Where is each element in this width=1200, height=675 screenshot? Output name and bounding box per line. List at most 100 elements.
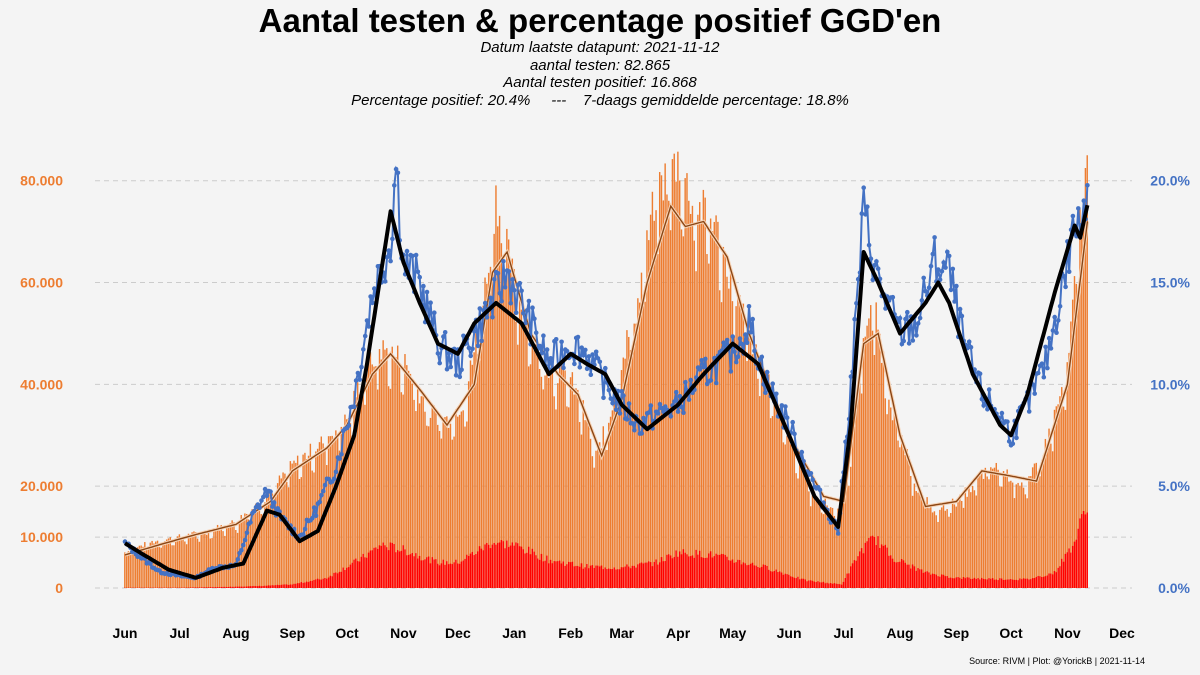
bar-tests — [940, 507, 943, 588]
bar-tests — [951, 498, 954, 588]
bar-tests — [487, 272, 490, 588]
bar-tests — [964, 487, 967, 588]
bar-positive — [991, 578, 994, 588]
bar-positive — [957, 577, 959, 588]
bar-positive — [644, 562, 646, 588]
bar-positive — [447, 564, 450, 588]
bar-positive — [464, 558, 466, 588]
pct-point — [357, 377, 363, 382]
bar-tests — [495, 185, 497, 589]
bar-tests — [768, 374, 770, 588]
bar-positive — [591, 565, 594, 588]
pct-point — [868, 256, 874, 262]
bar-tests — [813, 491, 816, 588]
bar-positive — [831, 583, 834, 588]
bar-tests — [715, 215, 717, 588]
bar-tests — [413, 399, 415, 588]
bar-positive — [295, 583, 297, 588]
bar-positive — [735, 562, 737, 588]
pct-point — [915, 321, 921, 326]
bar-tests — [522, 323, 524, 588]
bar-tests — [396, 345, 399, 588]
pct-point — [950, 266, 956, 272]
bar-positive — [245, 586, 248, 588]
bar-tests — [673, 153, 675, 588]
bar-tests — [877, 329, 879, 588]
bar-positive — [580, 563, 583, 588]
bar-tests — [444, 417, 446, 588]
bar-positive — [973, 577, 976, 588]
pct-point — [370, 300, 375, 306]
bar-tests — [759, 396, 761, 588]
bar-positive — [316, 578, 319, 588]
bar-positive — [220, 586, 222, 588]
bar-tests — [879, 333, 881, 588]
bar-positive — [946, 576, 948, 588]
bar-tests — [398, 364, 401, 588]
bar-tests — [762, 373, 765, 588]
pct-point — [448, 364, 454, 370]
pct-point — [362, 333, 368, 339]
bar-tests — [1006, 469, 1008, 588]
bar-positive — [329, 575, 332, 588]
bar-tests — [870, 305, 872, 588]
bar-positive — [1006, 579, 1008, 588]
pct-point — [251, 508, 257, 514]
pct-point — [1048, 346, 1054, 351]
bar-positive — [773, 570, 776, 588]
pct-point — [1045, 365, 1050, 371]
bar-positive — [286, 584, 288, 588]
bar-tests — [1046, 446, 1048, 588]
bar-tests — [860, 393, 863, 588]
pct-point — [517, 280, 523, 286]
bar-tests — [970, 492, 972, 588]
y-right-tick-label: 0.0% — [1158, 580, 1190, 596]
bar-tests — [435, 412, 437, 588]
bar-positive — [802, 578, 805, 588]
bar-tests — [222, 531, 224, 588]
pct-point — [270, 504, 275, 509]
bar-positive — [477, 551, 479, 588]
bar-positive — [791, 576, 794, 588]
bar-positive — [1044, 576, 1047, 588]
bar-positive — [715, 553, 717, 588]
bar-positive — [864, 542, 866, 588]
bar-tests — [440, 438, 443, 588]
pct-point — [943, 265, 948, 270]
bar-tests — [378, 349, 381, 588]
bar-positive — [513, 545, 515, 588]
bar-positive — [198, 587, 201, 588]
bar-positive — [882, 545, 885, 588]
pct-point — [1050, 328, 1056, 333]
bar-positive — [658, 562, 661, 588]
pct-point — [701, 364, 706, 370]
bar-positive — [673, 556, 675, 588]
bar-positive — [507, 547, 510, 588]
bar-tests — [176, 536, 179, 588]
bar-tests — [562, 364, 564, 588]
pct-point — [395, 170, 401, 176]
bar-tests — [389, 388, 392, 588]
pct-point — [945, 249, 950, 255]
bar-positive — [606, 569, 608, 588]
bar-positive — [626, 564, 628, 588]
bar-positive — [520, 546, 523, 588]
bar-positive — [216, 587, 219, 588]
bar-positive — [1062, 561, 1065, 588]
pct-point — [866, 242, 872, 248]
pct-point — [681, 410, 686, 416]
bar-tests — [957, 502, 959, 588]
bar-tests — [864, 336, 866, 588]
pct-point — [901, 338, 906, 344]
bar-tests — [746, 361, 748, 588]
bar-positive — [942, 574, 945, 588]
x-tick-label: Dec — [1109, 625, 1135, 641]
bar-positive — [524, 553, 526, 588]
bar-tests — [502, 269, 504, 588]
pct-point — [583, 347, 588, 353]
bar-positive — [635, 567, 637, 588]
pct-point — [688, 377, 694, 383]
bar-tests — [167, 538, 170, 588]
bar-positive — [986, 579, 988, 588]
bar-tests — [573, 394, 575, 588]
